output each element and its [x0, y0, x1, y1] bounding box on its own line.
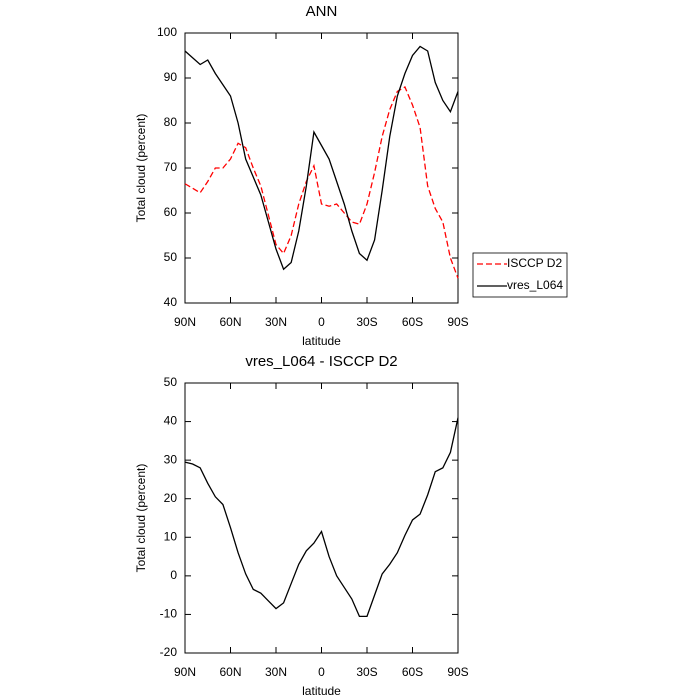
chart-title: vres_L064 - ISCCP D2 — [245, 353, 397, 370]
x-axis-label: latitude — [302, 334, 341, 348]
x-tick-label: 60N — [219, 665, 241, 679]
legend-box — [472, 252, 568, 298]
x-tick-label: 90N — [174, 315, 196, 329]
plot-frame — [184, 382, 459, 654]
x-tick-label: 0 — [318, 665, 325, 679]
y-tick-label: 100 — [157, 25, 177, 39]
x-tick-label: 30S — [356, 315, 377, 329]
x-tick-label: 60S — [402, 315, 423, 329]
x-tick-label: 90N — [174, 665, 196, 679]
x-tick-label: 30S — [356, 665, 377, 679]
y-tick-label: 20 — [164, 491, 178, 505]
series-line — [184, 417, 459, 618]
y-tick-label: 10 — [164, 529, 178, 543]
y-tick-label: 0 — [170, 568, 177, 582]
legend-label: ISCCP D2 — [507, 256, 562, 270]
y-tick-label: 60 — [164, 205, 178, 219]
x-tick-label: 0 — [318, 315, 325, 329]
y-tick-label: 80 — [164, 115, 178, 129]
x-tick-label: 60N — [219, 315, 241, 329]
series-line — [184, 45, 459, 271]
y-axis-label: Total cloud (percent) — [134, 464, 148, 573]
x-tick-label: 60S — [402, 665, 423, 679]
y-tick-label: 70 — [164, 160, 178, 174]
chart-title: ANN — [306, 3, 338, 20]
series-line — [184, 86, 459, 279]
x-tick-label: 30N — [265, 665, 287, 679]
y-tick-label: 40 — [164, 414, 178, 428]
y-tick-label: 50 — [164, 375, 178, 389]
y-tick-label: 30 — [164, 452, 178, 466]
x-tick-label: 90S — [447, 665, 468, 679]
legend-label: vres_L064 — [507, 278, 563, 292]
y-tick-label: -20 — [160, 645, 178, 659]
x-tick-label: 90S — [447, 315, 468, 329]
y-tick-label: 40 — [164, 295, 178, 309]
x-tick-label: 30N — [265, 315, 287, 329]
x-axis-label: latitude — [302, 684, 341, 698]
y-tick-label: 90 — [164, 70, 178, 84]
y-axis-label: Total cloud (percent) — [134, 114, 148, 223]
y-tick-label: -10 — [160, 607, 178, 621]
y-tick-label: 50 — [164, 250, 178, 264]
plot-frame — [184, 32, 459, 304]
